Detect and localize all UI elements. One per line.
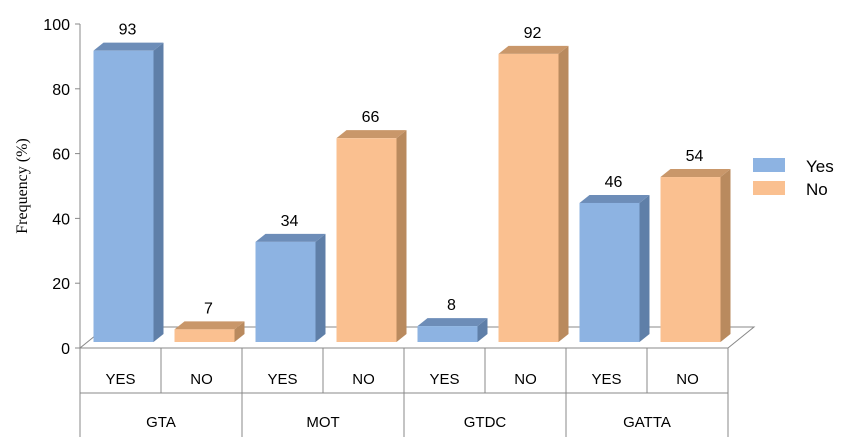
chart-axes: 0 20 40 60 80 100 <box>43 17 756 437</box>
bar-side-no <box>396 130 407 342</box>
group-label: GTA <box>146 414 176 431</box>
bar-top-no <box>498 45 569 54</box>
bar-top-no <box>336 130 407 139</box>
bar-no <box>336 138 397 342</box>
bar-yes <box>93 50 154 343</box>
data-label: 34 <box>281 213 299 230</box>
bar-yes <box>417 326 478 342</box>
bar-side-yes <box>477 318 488 342</box>
data-label: 7 <box>204 300 213 317</box>
y-tick-label: 40 <box>52 211 70 228</box>
group-label: GTDC <box>464 414 507 431</box>
category-label: YES <box>591 371 621 388</box>
bar-top-yes <box>417 318 488 327</box>
bar-no <box>174 329 235 342</box>
data-label: 92 <box>524 25 542 42</box>
bar-side-yes <box>315 233 326 342</box>
bar-top-yes <box>93 42 164 51</box>
data-label: 8 <box>447 297 456 314</box>
data-label: 93 <box>119 22 137 39</box>
bar-no <box>660 177 721 342</box>
chart-legend: Yes No <box>753 157 834 199</box>
bar-side-no <box>234 321 245 342</box>
data-label: 54 <box>686 148 704 165</box>
category-label: YES <box>429 371 459 388</box>
y-tick-label: 100 <box>43 17 70 34</box>
category-label: NO <box>676 371 699 388</box>
y-tick-label: 60 <box>52 147 70 164</box>
y-tick-label: 80 <box>52 82 70 99</box>
data-label: 46 <box>605 174 623 191</box>
category-label: NO <box>190 371 213 388</box>
bar-top-yes <box>255 233 326 242</box>
group-label: GATTA <box>623 414 671 431</box>
bar-top-yes <box>579 194 650 203</box>
group-label: MOT <box>306 414 339 431</box>
category-label: NO <box>514 371 537 388</box>
bar-no <box>498 53 559 343</box>
bar-side-no <box>558 45 569 343</box>
legend-label-yes: Yes <box>806 157 834 176</box>
category-label: YES <box>105 371 135 388</box>
bar-top-no <box>174 321 245 330</box>
bar-side-yes <box>153 42 164 343</box>
chart-labels: Frequency (%) YES NO YES NO YES NO YES NO GTA MOT G… <box>14 22 704 431</box>
legend-label-no: No <box>806 180 828 199</box>
bar-top-no <box>660 169 731 178</box>
data-label: 66 <box>362 109 380 126</box>
legend-swatch-no <box>753 181 785 195</box>
y-axis-title: Frequency (%) <box>14 138 31 234</box>
legend-swatch-yes <box>753 158 785 172</box>
bar-side-no <box>720 169 731 342</box>
bar-yes <box>579 202 640 342</box>
chart-bars <box>93 42 731 343</box>
category-label: YES <box>267 371 297 388</box>
y-tick-label: 20 <box>52 276 70 293</box>
y-tick-label: 0 <box>61 341 70 358</box>
bar-side-yes <box>639 194 650 342</box>
category-label: NO <box>352 371 375 388</box>
bar-yes <box>255 241 316 342</box>
